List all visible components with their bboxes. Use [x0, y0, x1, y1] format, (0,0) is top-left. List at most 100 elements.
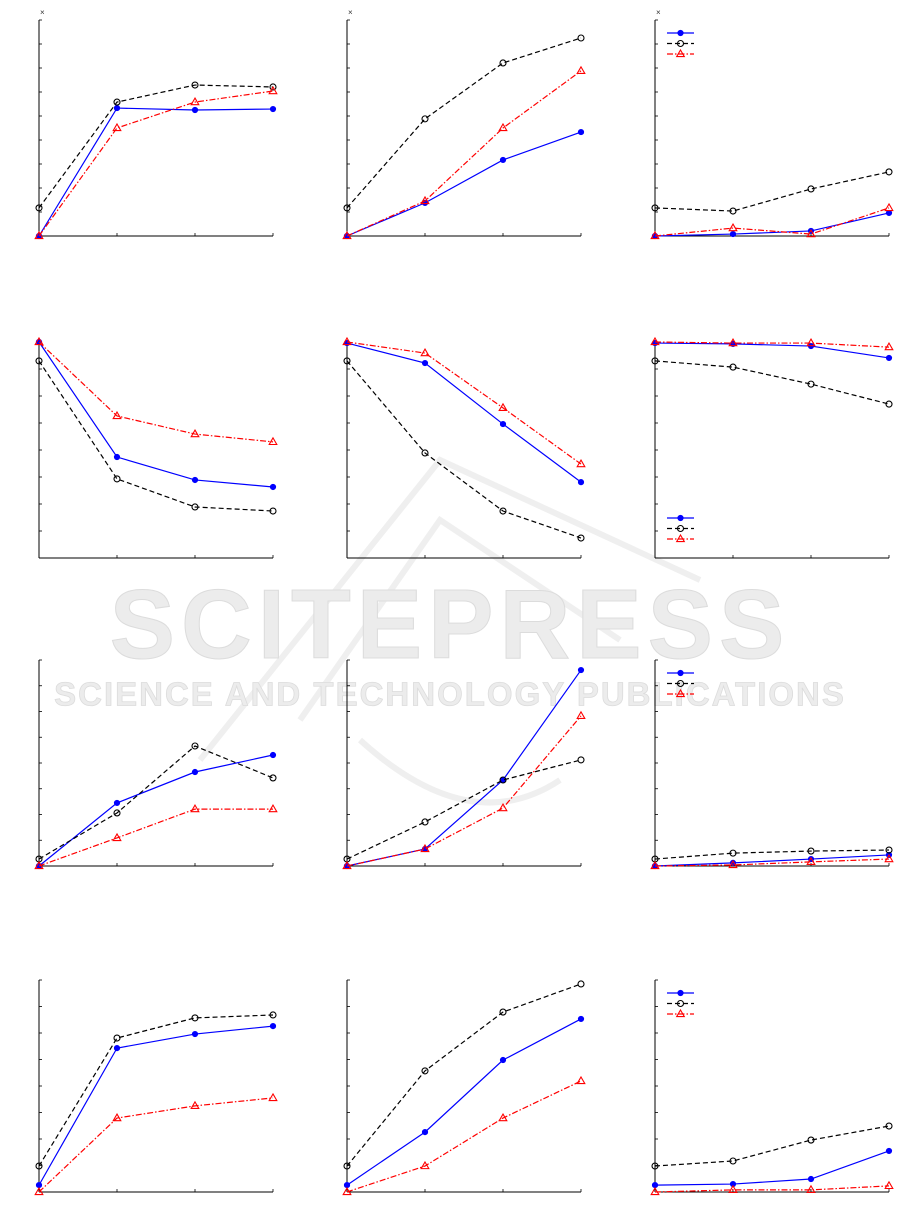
marker [113, 98, 121, 106]
series-line [38, 1014, 274, 1167]
series-line [38, 1097, 274, 1193]
marker [576, 1075, 586, 1085]
legend-marker [677, 669, 684, 677]
marker [577, 479, 585, 486]
marker [268, 436, 278, 446]
marker [729, 363, 737, 371]
marker [499, 59, 507, 67]
marker [650, 230, 660, 240]
marker [34, 860, 44, 870]
legend-entry [667, 688, 694, 698]
series-line [38, 1025, 274, 1186]
marker [113, 475, 121, 483]
legend-marker [675, 1008, 686, 1018]
legend-marker [676, 999, 685, 1008]
marker [499, 1008, 507, 1016]
series-line [38, 808, 273, 867]
marker [191, 106, 199, 114]
series-line [346, 759, 582, 860]
chart [342, 336, 586, 559]
marker [807, 185, 815, 193]
series-line [346, 342, 582, 483]
marker [113, 1034, 121, 1042]
marker [499, 1056, 507, 1064]
marker [577, 1015, 585, 1023]
marker [576, 65, 586, 75]
series-line [346, 1018, 582, 1186]
marker [113, 453, 121, 461]
legend-entry [667, 669, 694, 677]
marker [269, 751, 277, 759]
marker [35, 1162, 43, 1170]
marker [884, 1180, 894, 1190]
chart [34, 336, 278, 559]
series-line [654, 1150, 890, 1186]
series-line [346, 341, 582, 465]
marker [884, 853, 894, 863]
marker [885, 354, 893, 362]
marker [34, 1186, 44, 1196]
series-line [654, 207, 890, 237]
axis-multiplier: × [656, 8, 661, 17]
marker [885, 400, 893, 408]
series-line [654, 171, 890, 212]
marker [729, 207, 737, 215]
legend-marker [677, 29, 684, 37]
marker [34, 336, 44, 346]
series-line [654, 341, 890, 348]
series-line [654, 342, 890, 359]
legend-entry [667, 999, 694, 1008]
axis-multiplier: × [40, 8, 45, 17]
marker [421, 449, 429, 457]
marker [885, 168, 893, 176]
marker [498, 122, 508, 132]
series-line [654, 858, 890, 867]
marker [577, 34, 585, 42]
series-line [346, 131, 582, 237]
marker [499, 776, 507, 784]
marker [191, 768, 199, 776]
series-line [346, 360, 582, 539]
marker [728, 859, 738, 869]
series-line [654, 1185, 890, 1193]
series-line [346, 715, 582, 867]
marker [576, 710, 586, 720]
marker [342, 336, 352, 346]
marker [269, 1011, 277, 1019]
chart: × [34, 8, 278, 240]
marker [190, 1100, 200, 1110]
marker [112, 410, 122, 420]
marker [885, 209, 893, 217]
chart: × [650, 8, 894, 240]
marker [190, 96, 200, 106]
marker [268, 85, 278, 95]
marker [191, 1030, 199, 1038]
series-line [654, 849, 890, 860]
marker [191, 1014, 199, 1022]
marker [806, 228, 816, 238]
marker [113, 1045, 121, 1052]
series-line [38, 341, 274, 443]
marker [113, 809, 121, 817]
marker [498, 1112, 508, 1122]
legend-entry [667, 514, 694, 522]
legend-marker [676, 39, 685, 48]
marker [269, 105, 277, 113]
marker [499, 420, 507, 428]
series-line [38, 745, 274, 860]
series-line [38, 84, 274, 209]
series-line [654, 360, 890, 405]
marker [421, 1129, 429, 1136]
marker [807, 380, 815, 388]
marker [728, 337, 738, 347]
marker [421, 115, 429, 123]
marker [729, 1157, 737, 1165]
axis-multiplier: × [348, 8, 353, 17]
chart [650, 336, 894, 559]
legend-entry [667, 39, 694, 48]
series-line [654, 212, 890, 237]
legend-entry [667, 48, 694, 58]
legend-entry [667, 989, 694, 997]
series-line [346, 983, 582, 1167]
marker [807, 847, 815, 855]
